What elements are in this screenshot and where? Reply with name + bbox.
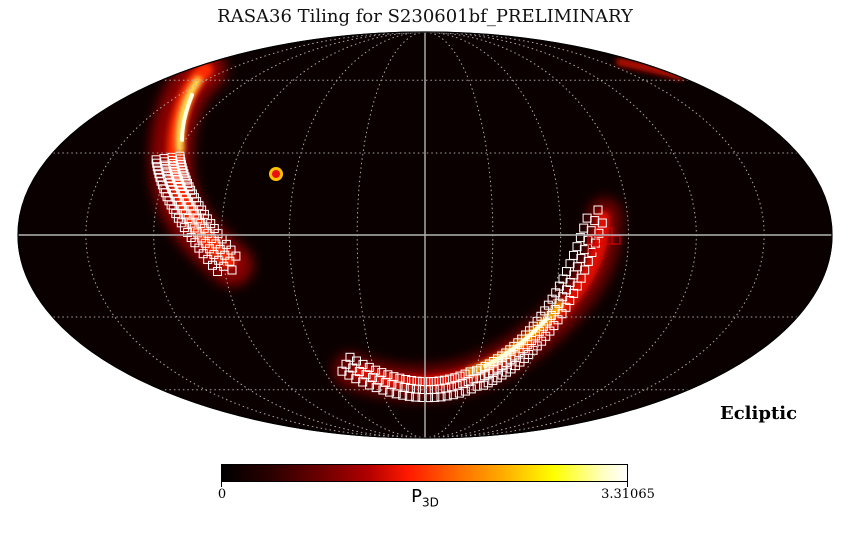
tile	[371, 383, 381, 393]
tile	[391, 389, 401, 399]
tile	[492, 373, 502, 383]
tile	[365, 380, 374, 390]
tile	[361, 370, 371, 380]
tile	[220, 250, 230, 260]
tile	[603, 227, 613, 237]
tile	[436, 392, 446, 402]
colorbar-label: P3D	[380, 486, 470, 510]
prob-region-left-peak	[180, 93, 194, 142]
tile	[364, 362, 374, 372]
colorbar-tick-min	[221, 482, 222, 487]
tile	[225, 256, 235, 266]
tile	[583, 256, 593, 266]
tile	[448, 390, 458, 400]
tile	[597, 218, 607, 228]
tile	[221, 239, 231, 249]
tile	[231, 251, 241, 261]
meridian-line	[220, 32, 426, 438]
colorbar-min-label: 0	[217, 487, 227, 502]
sky-outline	[17, 31, 833, 439]
colorbar	[221, 464, 628, 482]
tile	[488, 375, 498, 385]
tile	[430, 392, 440, 402]
tile	[226, 245, 236, 255]
tile	[417, 393, 427, 402]
tile	[502, 367, 511, 377]
tile	[454, 388, 464, 398]
tile	[479, 380, 488, 390]
tile	[483, 378, 493, 388]
tile	[371, 365, 381, 375]
colorbar-max-label: 3.31065	[601, 487, 655, 502]
sun-marker-inner	[272, 170, 280, 178]
tile	[385, 387, 395, 397]
tile	[196, 218, 206, 228]
tile	[576, 253, 586, 263]
tile	[572, 242, 582, 252]
tile	[351, 374, 361, 384]
page-title: RASA36 Tiling for S230601bf_PRELIMINARY	[217, 6, 633, 27]
colorbar-label-sub: 3D	[421, 495, 439, 510]
tile	[179, 223, 189, 233]
graticule	[18, 32, 832, 438]
tile	[404, 391, 414, 401]
tile	[215, 244, 225, 254]
tile	[460, 386, 470, 396]
tile	[213, 267, 222, 276]
tile	[580, 265, 590, 275]
tile	[594, 228, 604, 238]
tile	[203, 254, 213, 264]
colorbar-label-main: P	[411, 486, 422, 507]
tile	[227, 265, 237, 275]
tile	[569, 250, 578, 260]
tile-layer	[151, 151, 621, 403]
tile	[411, 392, 421, 402]
tile	[460, 369, 470, 379]
tile	[466, 384, 476, 394]
tile	[208, 260, 217, 270]
frame-label: Ecliptic	[720, 403, 798, 424]
tile	[593, 205, 603, 215]
tile	[611, 235, 621, 245]
tile	[183, 178, 192, 188]
tile	[442, 391, 452, 401]
tile	[590, 238, 600, 248]
colorbar-tick-max	[627, 482, 628, 487]
tile	[358, 377, 368, 387]
tile	[173, 213, 183, 223]
sun-marker	[269, 167, 283, 181]
tile	[171, 209, 181, 219]
tile	[209, 249, 219, 259]
tile	[587, 243, 597, 253]
tile	[398, 390, 408, 400]
tile	[176, 218, 186, 228]
